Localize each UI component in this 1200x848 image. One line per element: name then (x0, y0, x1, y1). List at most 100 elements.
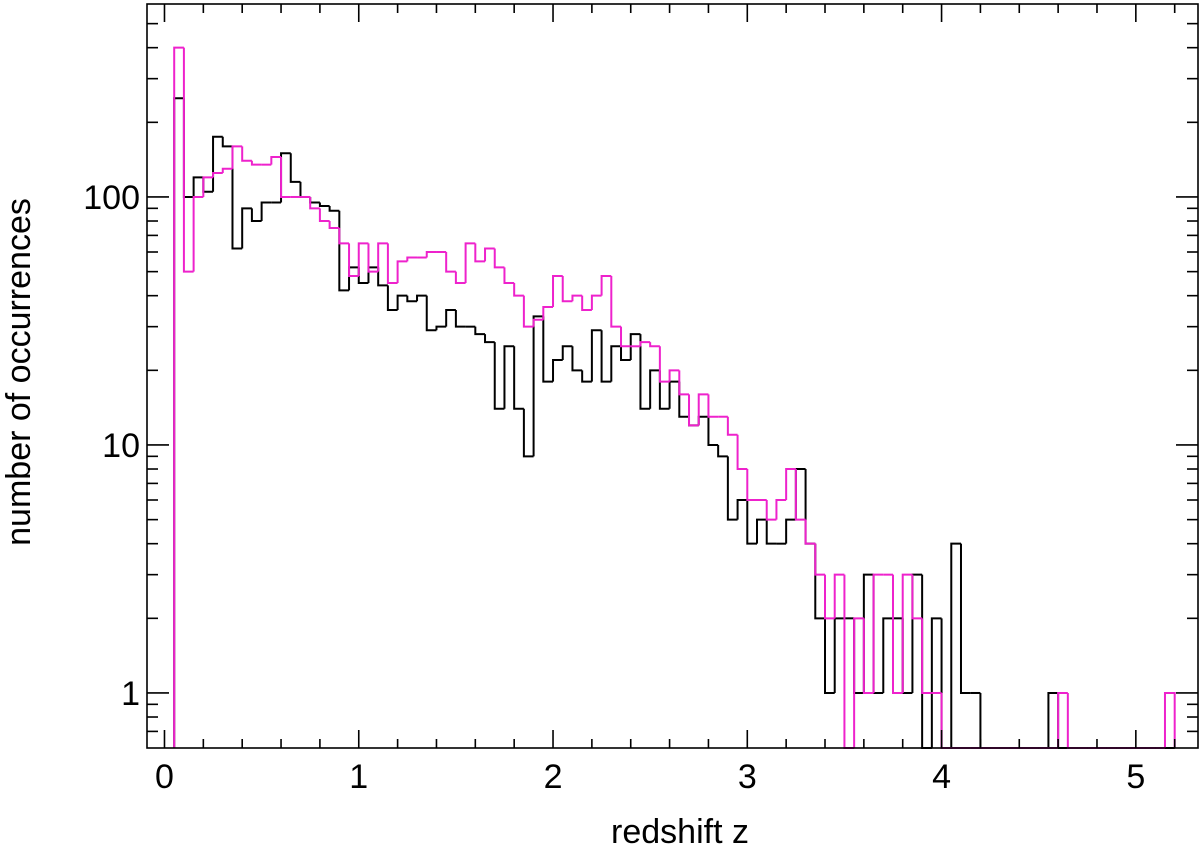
histogram-step (843, 574, 855, 749)
histogram-step (484, 334, 495, 344)
histogram-step (250, 208, 262, 223)
histogram-step (833, 573, 845, 619)
histogram-step (318, 208, 330, 223)
histogram-step (474, 243, 486, 263)
histogram-step (425, 295, 437, 332)
histogram-step (367, 266, 379, 283)
histogram-step (522, 295, 534, 328)
histogram-step (435, 325, 447, 331)
histogram-step (901, 618, 913, 694)
histogram-step (610, 345, 622, 382)
histogram-step (464, 242, 476, 283)
histogram-step (785, 468, 796, 500)
histogram-step (280, 156, 291, 198)
histogram-step (1057, 692, 1068, 749)
histogram-step (348, 243, 359, 278)
histogram-step (921, 574, 932, 749)
histogram-step (513, 282, 524, 297)
x-tick-label: 2 (544, 758, 563, 796)
histogram-step (901, 573, 913, 693)
histogram-step (853, 618, 864, 694)
histogram-step (445, 309, 456, 327)
histogram-step (697, 393, 709, 426)
histogram-step (590, 294, 602, 311)
y-tick-label: 10 (102, 427, 140, 465)
histogram-step (726, 456, 738, 521)
histogram-step (377, 267, 388, 287)
histogram-step (862, 618, 874, 694)
histogram-step (765, 519, 777, 545)
x-tick-label: 3 (738, 758, 757, 796)
histogram-step (746, 469, 758, 501)
histogram-step (552, 275, 563, 308)
histogram-step (658, 346, 670, 383)
histogram-step (688, 394, 699, 427)
histogram-step (649, 342, 660, 348)
histogram-step (590, 329, 602, 382)
histogram-step (241, 207, 252, 249)
histogram-step (581, 295, 592, 312)
histogram-step (794, 468, 806, 520)
histogram-step (396, 294, 408, 311)
histogram-step (940, 692, 952, 749)
histogram-step (231, 146, 243, 250)
histogram-step (542, 306, 554, 320)
histogram-step (212, 135, 223, 192)
histogram-step (736, 499, 748, 520)
x-tick-label: 1 (349, 758, 368, 796)
histogram-step (173, 97, 184, 748)
histogram-step (348, 266, 359, 291)
histogram-step (328, 221, 340, 229)
histogram-step (309, 196, 320, 210)
histogram-step (328, 205, 340, 212)
histogram-step (833, 617, 845, 693)
histogram-step (503, 267, 515, 284)
plot-frame (146, 3, 1199, 749)
histogram-step (678, 370, 690, 396)
histogram-step (386, 285, 398, 312)
histogram-step (610, 276, 622, 328)
histogram-step (454, 310, 466, 328)
histogram-step (338, 227, 350, 245)
histogram-step (571, 346, 583, 372)
histogram-step (620, 346, 631, 362)
histogram-step (377, 242, 388, 272)
histogram-step (561, 276, 573, 303)
histogram-step (299, 181, 311, 198)
histogram-step (1047, 691, 1059, 748)
histogram-step (357, 267, 369, 284)
histogram-step (794, 469, 806, 521)
histogram-step (484, 247, 495, 262)
x-axis-label: redshift z (611, 813, 749, 848)
histogram-step (280, 152, 291, 203)
histogram-step (697, 415, 709, 426)
histogram-step (367, 243, 379, 273)
histogram-step (532, 318, 544, 327)
histogram-step (493, 248, 505, 269)
histogram-step (658, 370, 670, 410)
histogram-step (357, 242, 369, 277)
histogram-step (581, 370, 592, 383)
histogram-step (221, 167, 233, 173)
histogram-step (396, 260, 408, 283)
histogram-step (454, 271, 466, 284)
y-tick-label: 100 (83, 179, 140, 217)
x-tick-label: 5 (1126, 758, 1145, 796)
histogram-step (561, 345, 573, 361)
histogram-step (872, 573, 884, 693)
histogram-step (386, 243, 398, 284)
histogram-step (726, 416, 738, 436)
histogram-step (765, 500, 777, 521)
histogram-step (600, 330, 612, 383)
histogram-step (493, 342, 505, 410)
histogram-step (202, 176, 214, 197)
histogram-step (911, 574, 923, 620)
histogram-step (221, 136, 233, 148)
histogram-step (250, 160, 262, 166)
histogram-step (406, 295, 418, 303)
histogram-step (872, 574, 884, 694)
y-tick-label: 1 (121, 675, 140, 713)
histogram-step (318, 202, 330, 207)
histogram-step (182, 47, 194, 273)
histogram-step (571, 294, 583, 302)
